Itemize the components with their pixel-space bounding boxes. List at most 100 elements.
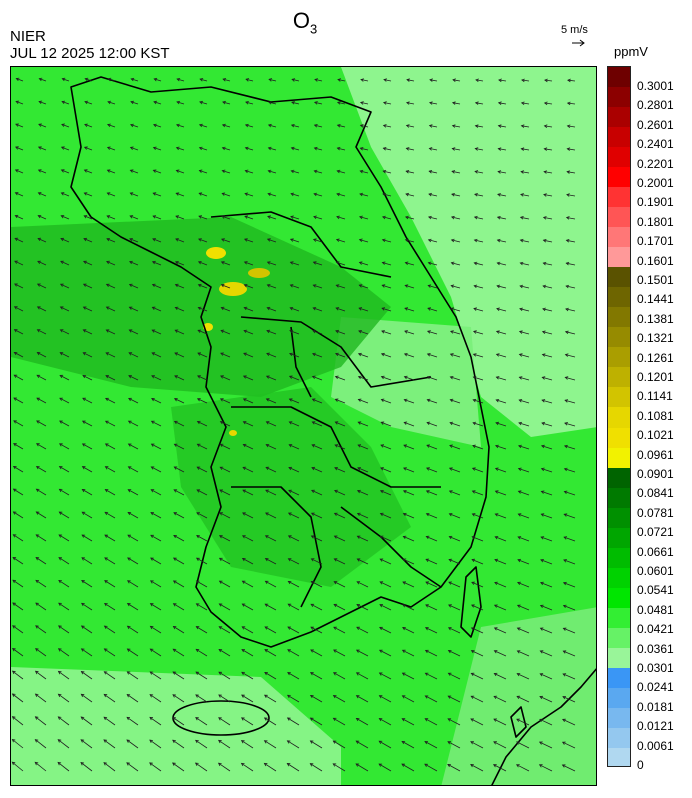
wind-arrow-head	[13, 420, 17, 424]
wind-arrow	[289, 421, 300, 427]
wind-arrow	[310, 763, 323, 772]
wind-arrow	[37, 352, 47, 358]
wind-arrow-head	[195, 717, 199, 721]
wind-arrow-head	[266, 284, 271, 288]
wind-arrow	[521, 79, 530, 82]
wind-arrow-head	[106, 238, 110, 242]
wind-arrow	[380, 490, 392, 496]
wind-arrow	[426, 513, 438, 519]
wind-arrow-head	[472, 376, 477, 380]
wind-arrow	[104, 580, 116, 588]
wind-arrow	[84, 124, 93, 128]
wind-arrow-head	[81, 443, 86, 447]
wind-arrow-head	[310, 603, 315, 608]
wind-arrow-head	[311, 489, 315, 494]
wind-arrow	[129, 306, 139, 312]
wind-arrow-head	[173, 512, 177, 516]
wind-arrow	[151, 420, 162, 427]
wind-arrow-head	[60, 260, 64, 264]
wind-arrow-head	[152, 192, 157, 196]
legend-label: 0.1201	[637, 370, 674, 384]
wind-arrow-head	[451, 147, 456, 151]
title-main: O	[292, 8, 310, 33]
wind-arrow-head	[218, 535, 223, 539]
wind-arrow-head	[380, 375, 385, 380]
wind-arrow-head	[334, 421, 339, 425]
wind-arrow	[381, 399, 392, 404]
wind-arrow-head	[60, 215, 65, 219]
wind-arrow-head	[402, 604, 406, 608]
wind-arrow	[58, 693, 70, 703]
wind-arrow-head	[378, 649, 383, 653]
wind-arrow	[221, 261, 231, 266]
wind-arrow	[406, 170, 415, 174]
wind-arrow-head	[104, 511, 109, 516]
wind-arrow-head	[34, 761, 39, 766]
wind-arrow-head	[15, 123, 19, 127]
wind-arrow-head	[218, 694, 222, 698]
legend-swatch	[608, 267, 630, 288]
wind-arrow-head	[494, 444, 499, 449]
wind-arrow-head	[264, 558, 269, 562]
wind-arrow-head	[149, 762, 153, 766]
wind-arrow-head	[355, 718, 360, 722]
wind-arrow-head	[289, 307, 294, 311]
wind-arrow-head	[60, 169, 65, 173]
wind-arrow-head	[35, 625, 39, 629]
wind-arrow	[401, 763, 415, 772]
header-info: NIER JUL 12 2025 12:00 KST	[10, 28, 170, 62]
wind-arrow	[151, 352, 162, 358]
wind-arrow-head	[36, 283, 41, 287]
wind-arrow-head	[128, 352, 133, 356]
wind-arrow	[105, 398, 116, 404]
wind-arrow-head	[36, 374, 41, 379]
wind-arrow-head	[313, 192, 318, 197]
wind-arrow	[12, 557, 24, 565]
wind-arrow	[562, 719, 576, 726]
wind-arrow-head	[449, 444, 453, 448]
wind-arrow	[61, 192, 70, 197]
wind-arrow	[269, 78, 277, 82]
wind-arrow	[242, 535, 254, 542]
wind-arrow	[520, 239, 530, 243]
wind-arrow-head	[355, 649, 360, 653]
wind-arrow	[291, 170, 300, 174]
wind-arrow	[127, 671, 139, 680]
wind-arrow	[379, 718, 392, 726]
wind-arrow	[266, 375, 277, 381]
wind-arrow-head	[242, 375, 247, 379]
wind-arrow-head	[37, 215, 42, 219]
wind-arrow-head	[195, 557, 200, 562]
wind-arrow	[360, 124, 369, 128]
wind-arrow	[288, 558, 300, 565]
wind-arrow	[105, 420, 116, 427]
wind-arrow	[39, 78, 47, 82]
wind-arrow	[311, 467, 323, 473]
wind-arrow	[151, 489, 162, 496]
legend-label: 0.0361	[637, 641, 674, 656]
wind-arrow-head	[448, 604, 452, 608]
wind-arrow-head	[379, 604, 384, 608]
ozone-map[interactable]	[10, 66, 597, 786]
wind-arrow-head	[428, 170, 433, 174]
legend-swatch	[608, 667, 630, 689]
wind-arrow	[563, 605, 576, 611]
legend-swatch	[608, 127, 630, 148]
wind-arrow	[424, 763, 438, 772]
wind-arrow-head	[221, 215, 225, 219]
wind-arrow-head	[106, 215, 111, 219]
wind-arrow-head	[471, 581, 475, 585]
wind-arrow	[80, 739, 93, 749]
wind-arrow	[429, 79, 438, 82]
legend-swatch	[608, 467, 630, 489]
legend-label: 0	[637, 758, 644, 772]
wind-arrow	[381, 330, 392, 335]
wind-arrow	[199, 78, 208, 82]
wind-arrow-head	[173, 420, 178, 425]
wind-arrow-head	[241, 694, 245, 698]
wind-arrow-head	[450, 307, 454, 311]
wind-arrow-head	[149, 739, 153, 743]
wind-arrow-head	[426, 398, 431, 403]
wind-arrow-head	[265, 444, 270, 448]
wind-arrow-head	[152, 146, 157, 150]
